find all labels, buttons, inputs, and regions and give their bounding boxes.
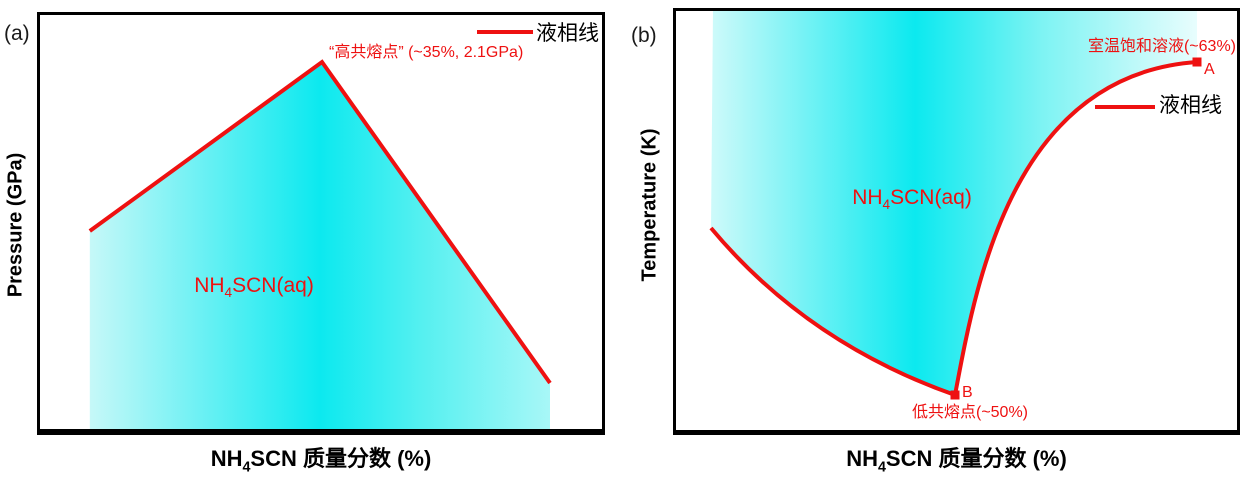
panel-a-y-axis-label: Pressure (GPa) [4,152,27,298]
point-marker-a [1192,57,1202,67]
peak-annotation-a: “高共熔点” (~35%, 2.1GPa) [329,44,524,61]
phase-region-fill-b [711,11,1197,395]
legend-line-swatch-a [477,30,533,34]
liquidus-line-a [88,59,552,385]
panel-b-overlay: 室温饱和溶液(~63%) A 液相线 B 低共熔点(~50%) NH4SCN(a… [673,8,1240,435]
panel-b-chart-svg [673,8,1240,435]
eutectic-annotation-b: 低共熔点(~50%) [911,404,1029,421]
panel-b-x-label-sub: 4 [877,459,886,476]
panel-b-x-axis-label: NH4SCN 质量分数 (%) [673,441,1240,475]
region-label-a-pre: NH [194,274,225,297]
legend-label-b: 液相线 [1159,94,1222,117]
region-label-a: NH4SCN(aq) [154,274,354,300]
panel-a-x-label-pre: NH [210,446,243,471]
panel-a-chart-svg [37,12,605,435]
point-a-label: A [1204,61,1215,78]
legend-label-a: 液相线 [536,22,599,45]
phase-region-fill-a [89,62,551,432]
point-marker-b [950,390,960,400]
region-label-b-sub: 4 [882,197,891,213]
region-label-b-post: SCN(aq) [890,186,972,209]
saturation-annotation-b: 室温饱和溶液(~63%) [1087,38,1236,55]
panel-a-x-axis-label: NH4SCN 质量分数 (%) [37,441,605,475]
panel-b-tag: (b) [631,24,657,47]
panel-a-tag: (a) [4,22,30,45]
liquidus-line-b [709,60,1198,398]
region-label-a-post: SCN(aq) [232,274,314,297]
point-b-label: B [962,384,973,401]
panel-b-plot-area: 室温饱和溶液(~63%) A 液相线 B 低共熔点(~50%) NH4SCN(a… [673,8,1240,435]
panel-b-y-axis-label: Temperature (K) [638,128,661,282]
legend-line-swatch-b [1095,105,1155,109]
panel-a-overlay: 液相线 “高共熔点” (~35%, 2.1GPa) NH4SCN(aq) [37,12,605,435]
panel-a-x-label-post: SCN 质量分数 (%) [250,446,432,471]
region-label-a-sub: 4 [224,285,233,301]
panel-a-plot-area: 液相线 “高共熔点” (~35%, 2.1GPa) NH4SCN(aq) [37,12,605,435]
panel-b-x-label-post: SCN 质量分数 (%) [885,446,1067,471]
region-label-b: NH4SCN(aq) [812,186,1012,212]
panel-a-x-label-sub: 4 [242,459,251,476]
panel-b-x-label-pre: NH [846,446,878,471]
region-label-b-pre: NH [852,186,883,209]
